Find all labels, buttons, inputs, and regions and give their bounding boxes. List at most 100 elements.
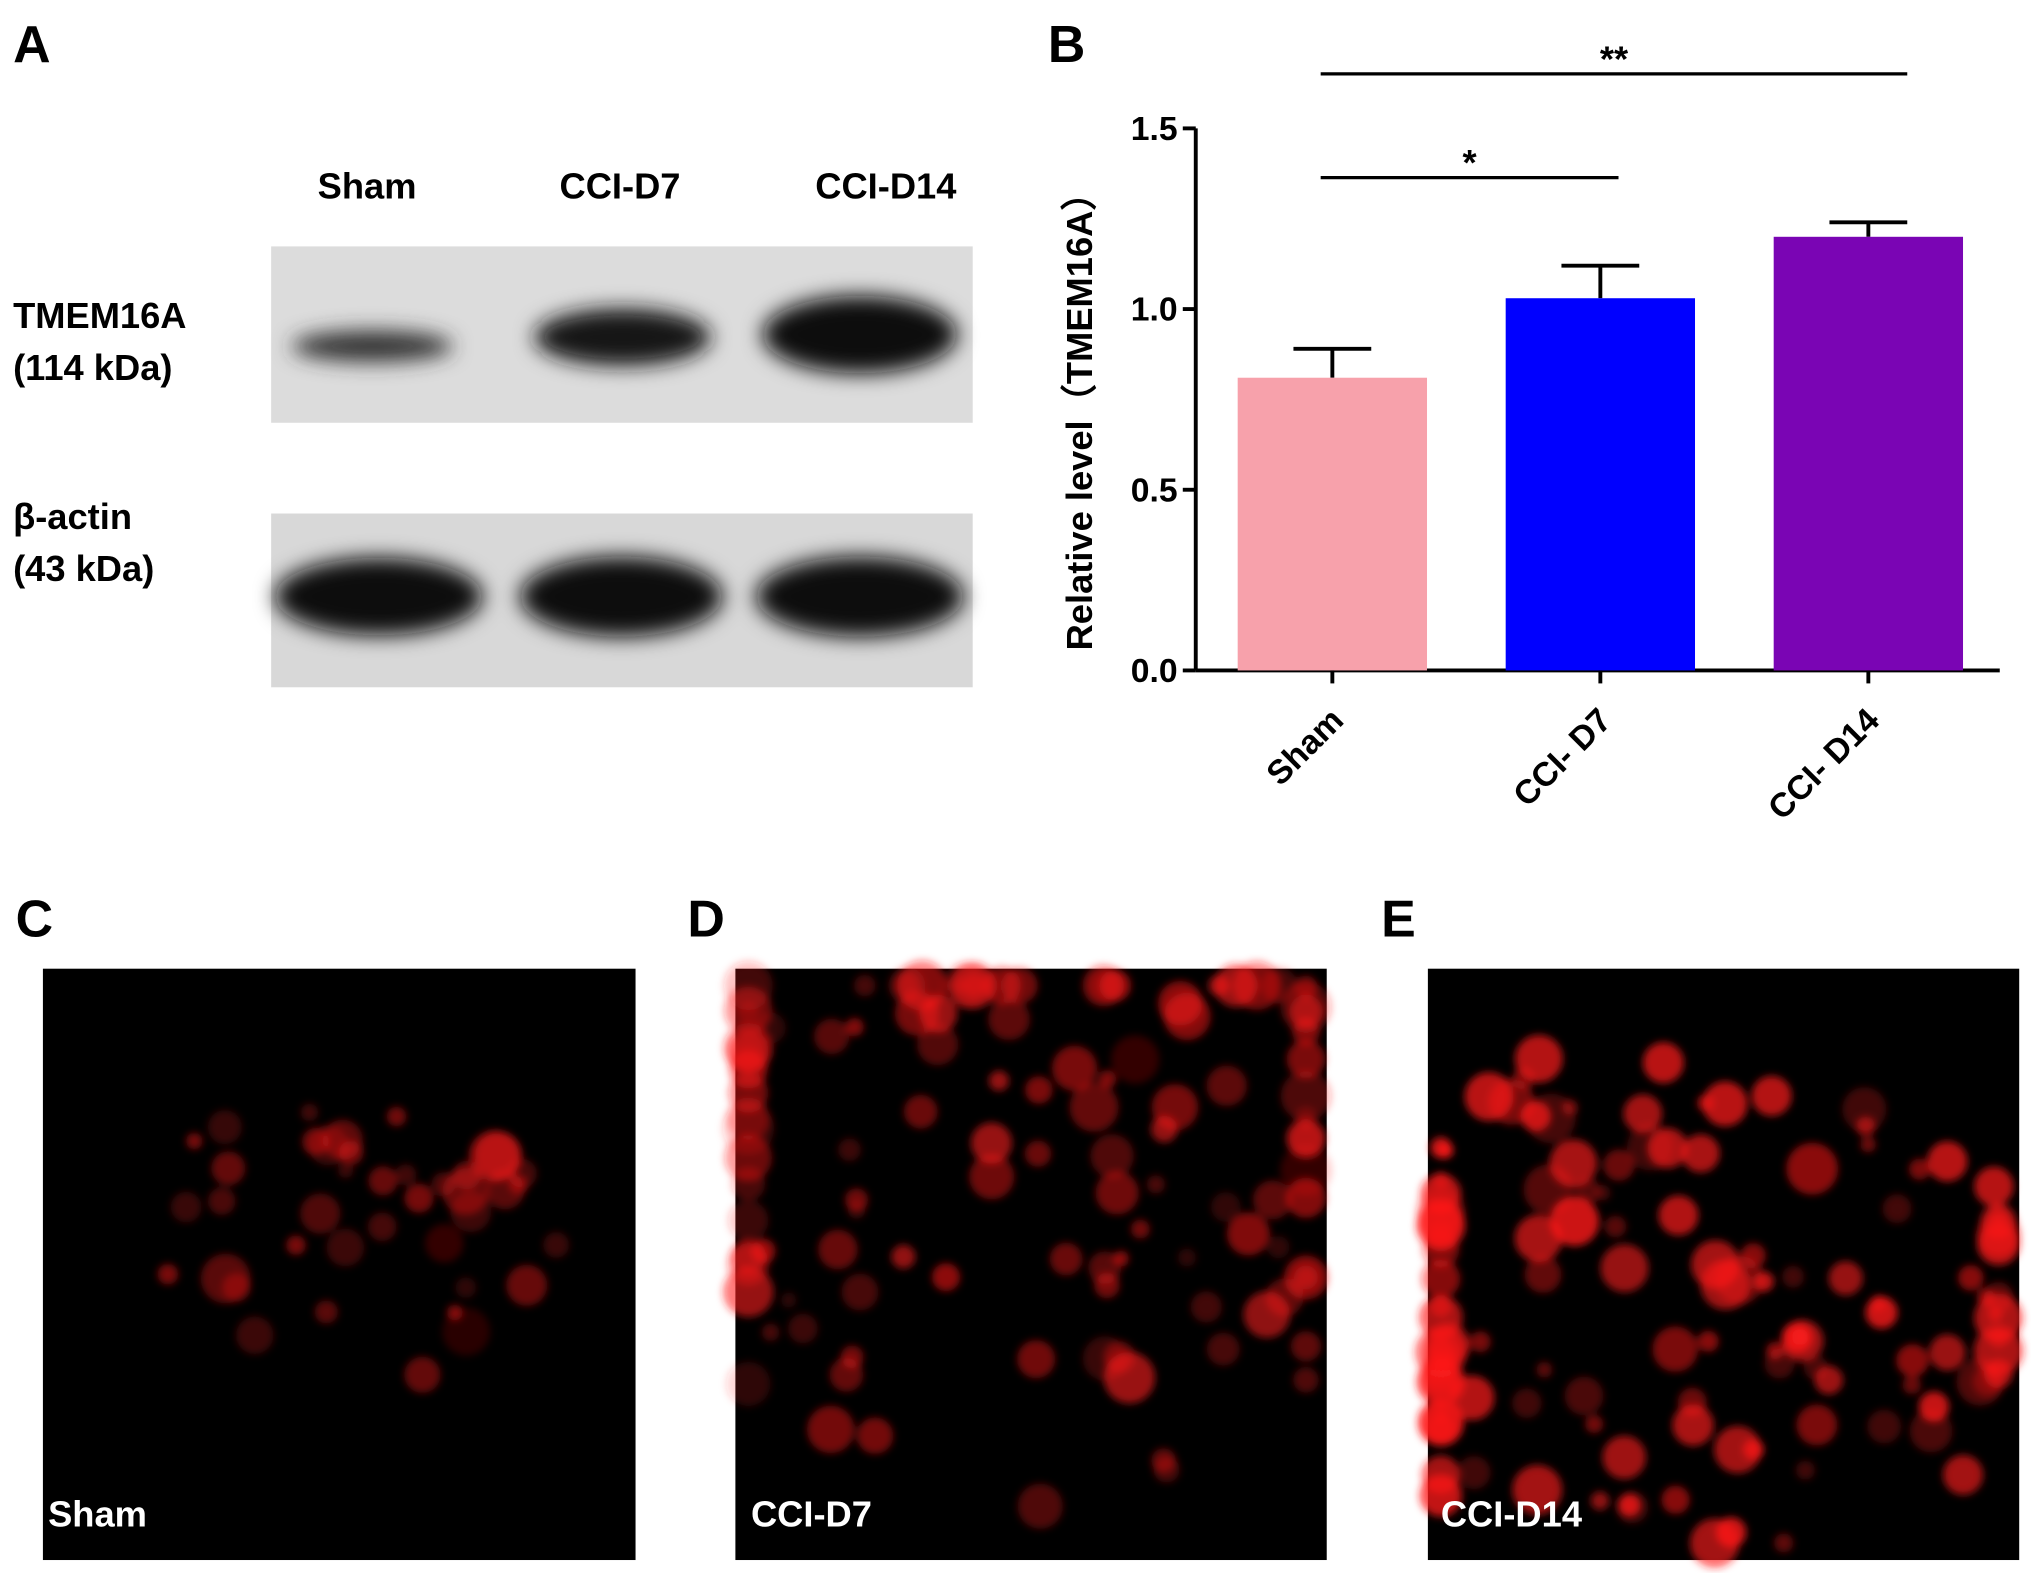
cell <box>970 1122 1013 1164</box>
lane-label: CCI-D7 <box>559 165 680 206</box>
cell <box>468 1130 521 1182</box>
bar <box>1773 236 1964 671</box>
band <box>534 308 711 366</box>
cell <box>1697 1330 1719 1352</box>
cell <box>1214 963 1258 1008</box>
cell <box>1253 1180 1292 1220</box>
cell <box>368 1166 398 1196</box>
cell <box>961 973 986 998</box>
cell <box>1603 1149 1635 1181</box>
cell <box>1098 1070 1117 1089</box>
significance-label: ** <box>1600 38 1629 79</box>
cell <box>455 1277 477 1299</box>
cell <box>207 1187 236 1215</box>
significance-label: * <box>1463 142 1478 183</box>
cell <box>170 1191 202 1223</box>
cell <box>442 1307 491 1356</box>
panel-label: B <box>1048 15 1085 73</box>
cell <box>1929 1334 1966 1371</box>
cell <box>1151 1448 1176 1473</box>
cell <box>506 1264 548 1306</box>
cell <box>841 1273 879 1311</box>
cell <box>1602 1435 1647 1480</box>
cell <box>452 1161 481 1190</box>
y-tick-label: 1.5 <box>1131 110 1178 148</box>
row-size: (43 kDa) <box>13 548 154 589</box>
cell <box>1449 1375 1495 1421</box>
cell <box>761 1323 780 1342</box>
cell <box>932 1263 961 1292</box>
cell <box>425 1224 464 1263</box>
cell <box>1902 1375 1922 1395</box>
cell <box>1421 1455 1461 1494</box>
cell <box>1549 1139 1598 1188</box>
cell <box>1416 1201 1466 1251</box>
cell <box>1421 1259 1461 1299</box>
cell <box>1867 1409 1902 1444</box>
panel-label: C <box>16 889 53 947</box>
row-label: β-actin <box>13 496 132 537</box>
cell <box>1600 1244 1649 1293</box>
cell <box>1110 1035 1160 1084</box>
micrograph-label: Sham <box>48 1493 147 1534</box>
cell <box>1206 1332 1240 1366</box>
cell <box>1658 1195 1699 1236</box>
cell <box>1796 1404 1838 1446</box>
cell <box>1417 1398 1464 1445</box>
cell <box>1882 1194 1912 1224</box>
cell <box>1158 981 1203 1026</box>
cell <box>1286 1039 1326 1079</box>
cell <box>903 1094 938 1129</box>
cell <box>1088 1251 1122 1285</box>
cell <box>1909 1409 1953 1453</box>
x-tick-label: Sham <box>1259 701 1351 793</box>
cell <box>837 1138 862 1162</box>
cell <box>1520 1100 1551 1132</box>
x-tick-label: CCI- D7 <box>1506 701 1619 814</box>
cell <box>1623 1094 1663 1134</box>
cell <box>1642 1042 1684 1084</box>
cell <box>338 1140 364 1166</box>
cell <box>728 1200 769 1241</box>
cell <box>1090 1134 1134 1178</box>
cell <box>969 1154 1015 1200</box>
cell <box>1190 1291 1223 1323</box>
cell <box>1226 1212 1270 1256</box>
cell <box>1795 1460 1815 1480</box>
cell <box>1280 981 1332 1033</box>
cell <box>1130 1219 1150 1239</box>
cell <box>1781 1322 1813 1354</box>
cells <box>157 960 2025 1568</box>
cell <box>1512 1388 1542 1419</box>
cell <box>1210 1191 1241 1222</box>
cell <box>1049 1242 1083 1276</box>
cell <box>1267 1235 1290 1259</box>
cell <box>450 1190 492 1233</box>
cell <box>730 1238 766 1275</box>
cell <box>724 1134 772 1182</box>
cell <box>1585 1415 1604 1434</box>
cell <box>1918 1391 1950 1422</box>
cell <box>286 1235 306 1255</box>
cell <box>1677 1387 1707 1417</box>
cell <box>1514 1214 1563 1263</box>
cell <box>222 1272 251 1302</box>
cell <box>1017 1483 1063 1529</box>
cell <box>1103 1341 1136 1373</box>
panel-label: D <box>687 889 724 947</box>
cell <box>300 1103 319 1122</box>
cell <box>1590 1491 1610 1511</box>
cell <box>308 1125 349 1166</box>
cell <box>1280 1144 1332 1197</box>
cell <box>1702 1081 1748 1127</box>
cell <box>1896 1344 1929 1377</box>
cell <box>1536 1361 1553 1378</box>
cell <box>1069 1082 1119 1132</box>
bar-chart: Relative level（TMEM16A） 0.0 0.5 1.0 1.5 Sham… <box>1059 38 2000 827</box>
cell <box>1001 967 1038 1004</box>
cell <box>1430 1295 1452 1318</box>
band <box>275 557 483 636</box>
row-label: TMEM16A <box>13 295 186 336</box>
cell <box>1177 1248 1197 1267</box>
